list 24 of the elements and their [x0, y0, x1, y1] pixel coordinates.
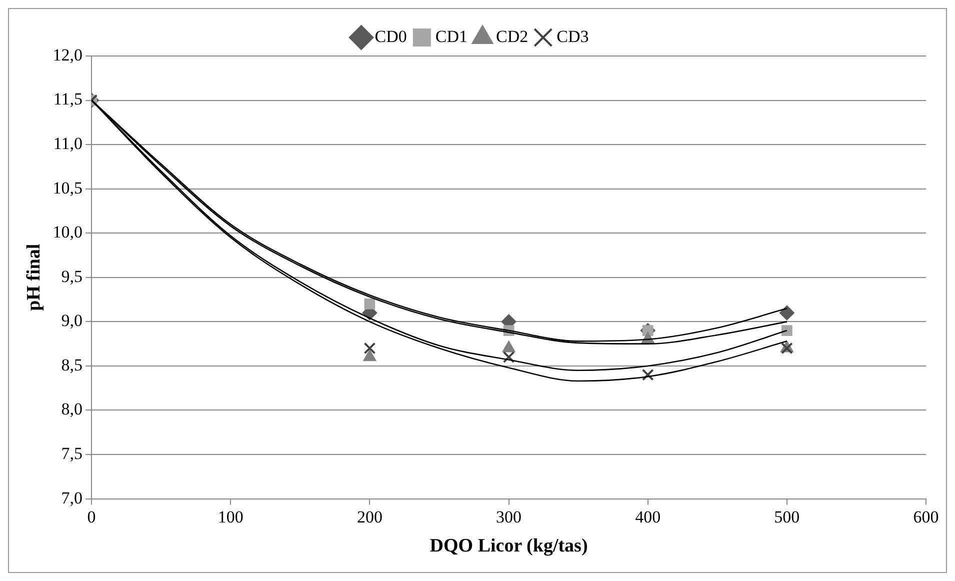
- y-tick-label: 8,5: [61, 355, 83, 374]
- x-tick-label: 100: [218, 507, 244, 526]
- y-tick-label: 10,0: [52, 222, 83, 242]
- y-tick-label: 7,5: [61, 444, 83, 463]
- y-tick-label: 11,0: [53, 134, 83, 154]
- legend-label: CD3: [556, 26, 589, 46]
- x-tick-label: 300: [496, 507, 522, 526]
- legend-label: CD2: [496, 26, 528, 46]
- y-tick-label: 10,5: [52, 178, 83, 198]
- x-tick-label: 500: [774, 507, 800, 526]
- y-tick-label: 9,0: [61, 311, 83, 330]
- y-axis-title: pH final: [23, 244, 44, 311]
- y-tick-label: 12,0: [52, 45, 83, 64]
- y-tick-label: 11,5: [53, 90, 83, 109]
- x-tick-label: 200: [356, 507, 382, 526]
- y-tick-label: 9,5: [61, 266, 83, 286]
- legend-label: CD1: [435, 26, 468, 46]
- legend-label: CD0: [374, 26, 407, 46]
- y-tick-label: 8,0: [61, 400, 83, 419]
- x-tick-label: 0: [87, 507, 96, 526]
- x-tick-label: 400: [635, 507, 661, 526]
- x-tick-label: 600: [913, 507, 939, 526]
- x-axis-title: DQO Licor (kg/tas): [430, 536, 588, 557]
- y-tick-label: 7,0: [61, 488, 83, 508]
